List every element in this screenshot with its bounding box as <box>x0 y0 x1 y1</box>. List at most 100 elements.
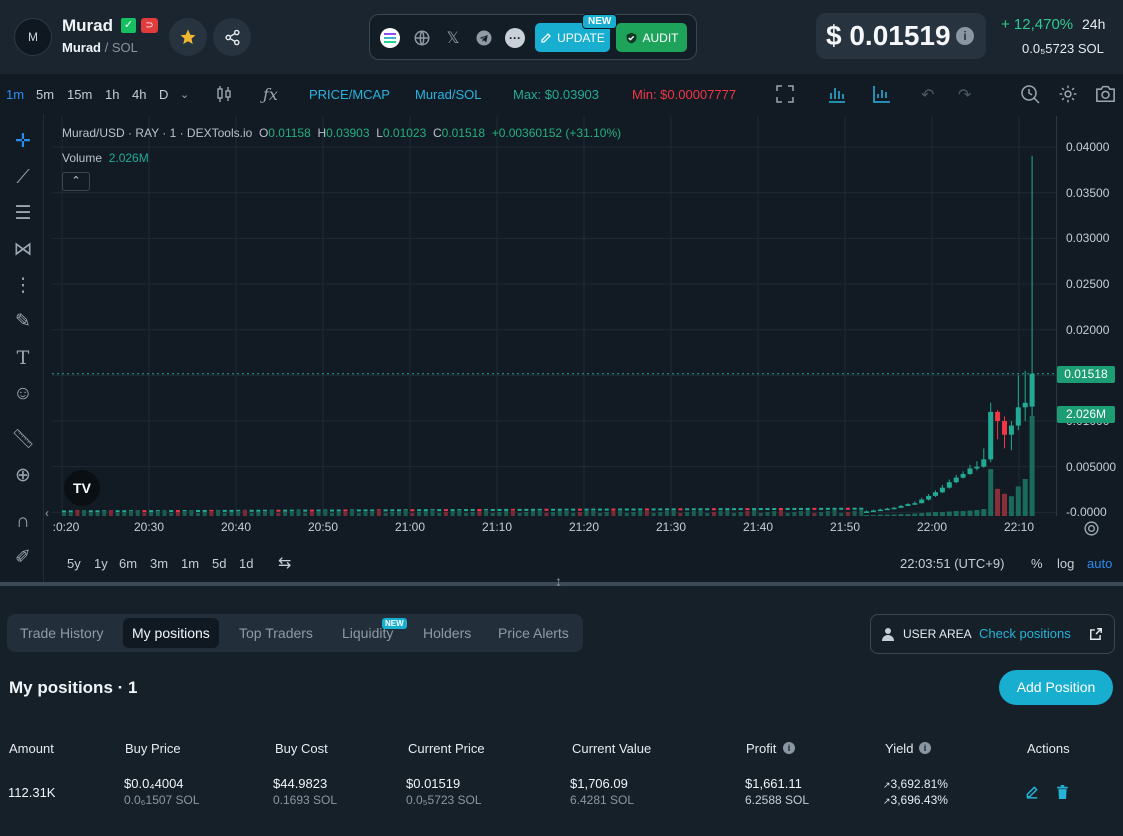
candle-body <box>504 508 509 511</box>
clock-time[interactable]: 22:03:51 (UTC+9) <box>900 556 1005 571</box>
timeframe-1m[interactable]: 1m <box>6 87 25 102</box>
candle-body <box>122 510 127 513</box>
more-icon[interactable]: ··· <box>505 28 525 48</box>
timeframe-5m[interactable]: 5m <box>36 87 55 102</box>
website-icon[interactable] <box>412 28 432 48</box>
candle-body <box>912 503 918 505</box>
panel-tabs: Trade History My positions Top Traders L… <box>7 614 583 652</box>
auto-toggle[interactable]: auto <box>1087 556 1113 571</box>
fullscreen-icon[interactable] <box>776 85 794 103</box>
volume-bar <box>584 511 589 516</box>
token-name: Murad <box>62 16 113 35</box>
range-5d[interactable]: 5d <box>212 556 227 571</box>
resize-vertical-icon[interactable]: ↕ <box>555 573 562 589</box>
percent-toggle[interactable]: % <box>1031 556 1043 571</box>
update-label: UPDATE <box>557 30 605 45</box>
crosshair-icon[interactable]: ✛ <box>15 131 31 152</box>
candle-body <box>665 508 669 511</box>
chart-container[interactable]: 1m 5m 15m 1h 4h D ⌄ ƒx PRICE/MCAP Murad/… <box>0 74 1123 582</box>
chevron-down-icon[interactable]: ⌄ <box>180 89 190 101</box>
candles-icon[interactable] <box>216 85 233 103</box>
volume-chart-icon[interactable] <box>828 85 846 103</box>
range-1d[interactable]: 1d <box>239 556 254 571</box>
replay-icon[interactable] <box>1020 84 1040 104</box>
redo-icon[interactable]: ↷ <box>958 87 972 104</box>
camera-icon[interactable] <box>1095 84 1116 103</box>
solana-icon[interactable] <box>380 28 400 48</box>
time-tick: 21:30 <box>655 520 687 534</box>
pattern-icon[interactable]: ⋈ <box>13 239 33 260</box>
magnet-tool-icon[interactable]: ∩ <box>16 511 30 532</box>
timeframe-4h[interactable]: 4h <box>132 87 147 102</box>
scroll-left-icon[interactable]: ‹ <box>45 506 49 520</box>
fib-icon[interactable]: ⋮ <box>13 275 33 296</box>
log-toggle[interactable]: log <box>1057 556 1075 571</box>
candle-body <box>618 508 623 511</box>
time-tick: 20:50 <box>307 520 339 534</box>
x-twitter-icon[interactable]: 𝕏 <box>446 30 460 47</box>
emoji-icon[interactable]: ☺ <box>13 383 33 404</box>
timeframe-15m[interactable]: 15m <box>67 87 93 102</box>
collapse-legend-button[interactable]: ⌃ <box>62 172 90 191</box>
tradingview-logo[interactable]: TV <box>64 470 100 506</box>
candle-body <box>1029 373 1035 407</box>
yield-info-icon[interactable]: i <box>919 742 931 754</box>
info-icon[interactable]: i <box>956 27 974 45</box>
delete-position-icon[interactable] <box>1056 785 1069 799</box>
range-1y[interactable]: 1y <box>94 556 108 571</box>
panel-splitter[interactable] <box>0 582 1123 586</box>
tab-trade-history[interactable]: Trade History <box>20 625 104 641</box>
tab-my-positions[interactable]: My positions <box>123 618 219 648</box>
profit-info-icon[interactable]: i <box>783 742 795 754</box>
zoom-in-icon[interactable]: ⊕ <box>15 465 31 486</box>
ruler-icon[interactable]: 📏︎ <box>11 429 36 450</box>
legend-high: 0.03903 <box>326 126 370 140</box>
volume-bar <box>912 513 918 516</box>
lock-drawings-icon[interactable]: ✐ <box>15 547 31 568</box>
pair-toggle[interactable]: Murad/SOL <box>415 87 482 102</box>
check-positions-link[interactable]: Check positions <box>979 626 1071 641</box>
horizontal-lines-icon[interactable]: ☰ <box>14 203 32 224</box>
volume-bar <box>82 510 87 516</box>
tab-holders[interactable]: Holders <box>423 625 472 641</box>
settings-icon[interactable] <box>1058 84 1078 104</box>
telegram-icon[interactable] <box>474 28 494 48</box>
external-link-icon[interactable] <box>1089 627 1103 641</box>
range-1m[interactable]: 1m <box>181 556 200 571</box>
price-mcap-toggle[interactable]: PRICE/MCAP <box>309 87 390 102</box>
candle-body <box>303 509 308 512</box>
user-area[interactable]: USER AREA Check positions <box>870 614 1115 654</box>
indicators-icon[interactable]: ƒx <box>263 85 278 104</box>
trendline-icon[interactable]: ⟋ <box>16 167 30 188</box>
volume-bar <box>919 513 925 516</box>
tab-liquidity[interactable]: Liquidity <box>342 625 394 641</box>
add-position-button[interactable]: Add Position <box>999 670 1113 705</box>
timeframe-1h[interactable]: 1h <box>105 87 120 102</box>
brush-icon[interactable]: ✎ <box>15 311 31 332</box>
range-6m[interactable]: 6m <box>119 556 138 571</box>
price-chart[interactable] <box>52 116 1056 516</box>
range-5y[interactable]: 5y <box>67 556 81 571</box>
favorite-button[interactable] <box>169 18 207 56</box>
goto-date-icon[interactable]: ⇆ <box>278 555 292 572</box>
timeframe-d[interactable]: D <box>159 87 169 102</box>
volume-bar <box>967 510 973 516</box>
text-icon[interactable]: T <box>16 347 30 369</box>
time-axis[interactable]: :0:20 20:30 20:40 20:50 21:00 21:10 21:20 21:30… <box>52 516 1056 540</box>
volume-bar <box>504 511 509 516</box>
volume-value: 2.026M <box>108 151 149 165</box>
range-3m[interactable]: 3m <box>150 556 169 571</box>
share-button[interactable] <box>213 18 251 56</box>
candle-body <box>330 509 334 512</box>
volume-bar <box>276 513 281 516</box>
edit-position-icon[interactable] <box>1025 785 1039 799</box>
bar-chart-icon[interactable] <box>873 85 891 103</box>
volume-bar <box>839 513 844 516</box>
audit-button[interactable]: AUDIT <box>616 23 687 52</box>
price-change: + 12,470% <box>1001 16 1074 33</box>
tab-top-traders[interactable]: Top Traders <box>239 625 313 641</box>
axis-settings-icon[interactable] <box>1083 520 1100 537</box>
price-axis[interactable]: 0.04000 0.03500 0.03000 0.02500 0.02000 0.015… <box>1056 116 1123 519</box>
undo-icon[interactable]: ↶ <box>921 87 935 104</box>
tab-price-alerts[interactable]: Price Alerts <box>498 625 569 641</box>
